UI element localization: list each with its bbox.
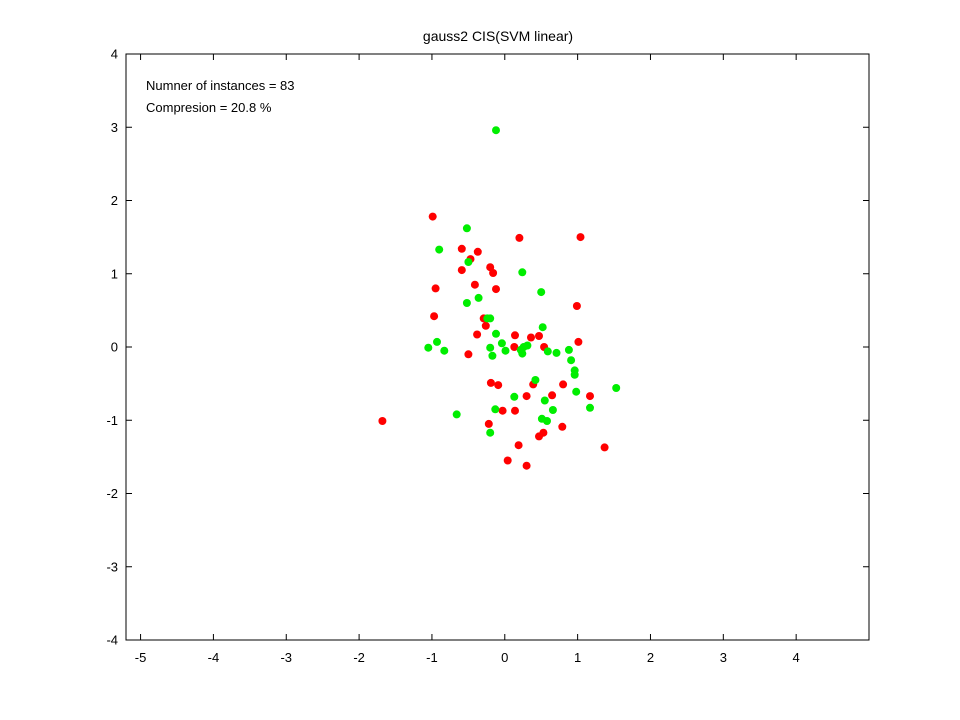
x-tick-label: 1: [574, 650, 581, 665]
data-point-green: [486, 314, 495, 323]
y-tick-label: 2: [111, 193, 118, 208]
data-point-red: [559, 380, 568, 389]
data-point-red: [535, 332, 543, 340]
data-point-red: [600, 443, 609, 452]
annotation-compression: Compresion = 20.8 %: [146, 100, 272, 115]
data-point-red: [574, 337, 583, 346]
data-point-green: [552, 348, 561, 357]
data-point-red: [510, 343, 519, 351]
data-point-green: [492, 329, 500, 338]
data-point-red: [498, 406, 507, 415]
data-point-green: [548, 406, 557, 414]
data-point-green: [518, 268, 527, 277]
data-point-red: [464, 350, 473, 359]
data-point-green: [452, 410, 461, 419]
data-point-red: [492, 285, 500, 294]
data-point-red: [481, 321, 490, 330]
data-point-green: [518, 349, 527, 358]
x-tick-label: 3: [720, 650, 727, 665]
y-tick-label: 4: [111, 47, 118, 62]
data-point-red: [428, 212, 437, 221]
data-point-green: [564, 345, 573, 354]
data-point-red: [470, 280, 479, 289]
data-point-green: [523, 341, 532, 350]
y-tick-label: 1: [111, 266, 118, 281]
data-point-green: [531, 376, 540, 384]
data-point-green: [543, 417, 551, 425]
y-tick-label: 3: [111, 120, 118, 135]
data-point-green: [538, 323, 547, 332]
data-point-green: [492, 126, 500, 135]
data-point-red: [430, 312, 439, 321]
data-point-green: [572, 387, 581, 396]
data-point-red: [503, 456, 512, 465]
data-point-red: [431, 284, 440, 293]
data-point-green: [486, 343, 495, 352]
data-point-red: [511, 331, 519, 340]
data-point-red: [586, 392, 594, 401]
data-point-red: [494, 381, 503, 390]
data-point-green: [440, 346, 449, 355]
data-point-red: [522, 461, 531, 470]
data-point-red: [378, 417, 387, 425]
x-tick-label: -3: [280, 650, 292, 665]
data-point-green: [433, 337, 441, 346]
chart-title: gauss2 CIS(SVM linear): [423, 28, 573, 44]
data-point-green: [497, 339, 506, 348]
data-point-red: [576, 233, 585, 242]
data-point-green: [612, 384, 621, 392]
x-tick-label: -1: [426, 650, 438, 665]
y-tick-label: -2: [106, 486, 118, 501]
data-point-green: [435, 245, 444, 254]
y-tick-label: -1: [106, 413, 118, 428]
data-point-red: [548, 391, 557, 400]
data-point-green: [537, 288, 546, 297]
x-tick-label: -4: [208, 650, 220, 665]
data-point-green: [424, 343, 433, 352]
x-tick-label: 2: [647, 650, 654, 665]
data-point-red: [484, 419, 493, 428]
data-point-green: [462, 299, 471, 307]
y-tick-label: -4: [106, 633, 118, 648]
data-point-red: [572, 302, 581, 310]
data-point-green: [464, 258, 473, 266]
plot-area: [125, 53, 870, 641]
y-tick-label: 0: [111, 340, 118, 355]
y-tick-label: -3: [106, 559, 118, 574]
data-point-green: [491, 405, 500, 414]
data-point-green: [488, 351, 497, 360]
data-point-green: [570, 370, 579, 379]
x-tick-label: -2: [353, 650, 365, 665]
axis-ticks: -5 -4 -3 -2 -1 0 1 2 3 4 -4 -3 -2 -1 0 1 2 3 4: [106, 47, 869, 665]
data-point-red: [457, 244, 466, 253]
data-point-green: [510, 392, 519, 401]
data-point-red: [514, 441, 523, 450]
data-point-green: [474, 293, 483, 302]
data-point-red: [522, 392, 531, 401]
data-point-red: [515, 233, 524, 242]
data-point-red: [511, 406, 519, 415]
data-point-green: [543, 347, 552, 356]
annotation-instances: Numner of instances = 83: [146, 78, 295, 93]
data-point-red: [489, 269, 498, 277]
data-point-green: [586, 403, 594, 412]
data-point-green: [462, 224, 471, 233]
x-tick-label: 0: [501, 650, 508, 665]
data-points: [378, 126, 621, 470]
data-point-green: [567, 356, 576, 365]
data-point-red: [558, 422, 567, 431]
data-point-red: [527, 333, 535, 342]
data-point-red: [486, 378, 495, 387]
data-point-green: [501, 346, 510, 355]
data-point-red: [473, 247, 482, 256]
data-point-red: [457, 266, 466, 275]
x-tick-label: -5: [135, 650, 147, 665]
data-point-red: [473, 330, 482, 339]
data-point-green: [486, 428, 495, 437]
x-tick-label: 4: [793, 650, 800, 665]
data-point-green: [540, 396, 549, 405]
data-point-red: [539, 428, 548, 437]
